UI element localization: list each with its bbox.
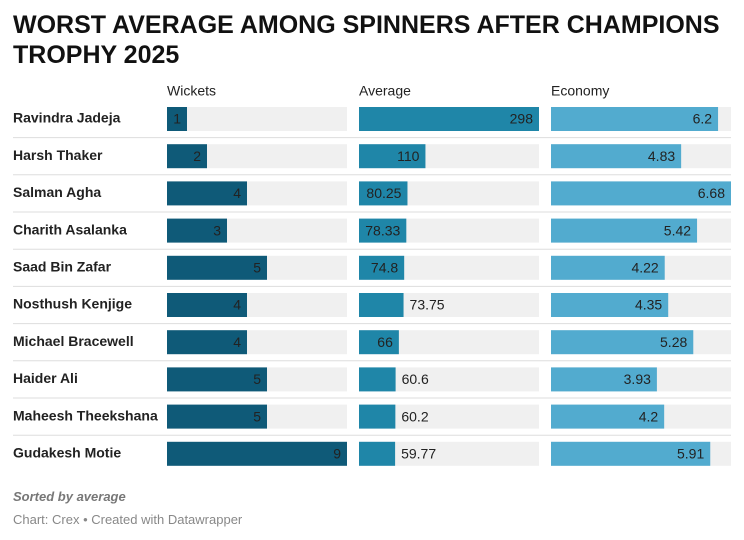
value-label: 5 bbox=[253, 260, 261, 276]
notes: Sorted by average bbox=[13, 489, 126, 504]
bar bbox=[167, 441, 347, 466]
bar bbox=[551, 107, 719, 131]
bar bbox=[551, 218, 698, 243]
bar bbox=[551, 441, 711, 466]
bar bbox=[167, 367, 267, 392]
value-label: 3.93 bbox=[624, 371, 651, 387]
row-label: Michael Bracewell bbox=[13, 333, 134, 349]
value-label: 9 bbox=[333, 446, 341, 462]
row-label: Salman Agha bbox=[13, 184, 101, 200]
bar bbox=[359, 144, 426, 169]
column-header: Average bbox=[359, 83, 411, 99]
bar bbox=[167, 107, 187, 131]
bar bbox=[551, 404, 665, 429]
value-label: 5.91 bbox=[677, 446, 704, 462]
value-label: 1 bbox=[173, 111, 181, 127]
bar bbox=[551, 144, 682, 169]
value-label: 6.68 bbox=[698, 185, 725, 201]
footer: Chart: Crex • Created with Datawrapper bbox=[13, 512, 243, 527]
value-label: 73.75 bbox=[410, 297, 445, 313]
bar bbox=[167, 218, 227, 243]
value-label: 4.35 bbox=[635, 297, 662, 313]
bar bbox=[551, 367, 657, 392]
bar bbox=[359, 293, 404, 317]
value-label: 4.2 bbox=[639, 408, 659, 424]
row-label: Nosthush Kenjige bbox=[13, 296, 132, 312]
bar bbox=[359, 181, 408, 206]
value-label: 4.22 bbox=[631, 260, 658, 276]
bar-track bbox=[167, 107, 347, 131]
column-header: Economy bbox=[551, 83, 609, 99]
value-label: 4 bbox=[233, 297, 241, 313]
bar bbox=[167, 181, 247, 206]
bar bbox=[359, 404, 396, 429]
bar bbox=[359, 218, 407, 243]
bar bbox=[551, 181, 731, 206]
bar bbox=[167, 404, 267, 429]
value-label: 78.33 bbox=[365, 222, 400, 238]
row-label: Gudakesh Motie bbox=[13, 445, 121, 461]
value-label: 5.42 bbox=[664, 222, 691, 238]
bar bbox=[359, 441, 396, 466]
bar bbox=[359, 367, 396, 392]
row-label: Maheesh Theekshana bbox=[13, 407, 158, 423]
bar bbox=[167, 330, 247, 355]
bar bbox=[167, 255, 267, 280]
bar bbox=[359, 330, 399, 355]
bar bbox=[551, 255, 665, 280]
value-label: 298 bbox=[510, 111, 534, 127]
value-label: 3 bbox=[213, 222, 221, 238]
value-label: 2 bbox=[193, 148, 201, 164]
value-label: 60.6 bbox=[402, 371, 429, 387]
value-label: 5 bbox=[253, 408, 261, 424]
value-label: 4 bbox=[233, 334, 241, 350]
bar bbox=[167, 293, 247, 317]
bar bbox=[551, 293, 669, 317]
bar bbox=[359, 107, 539, 131]
value-label: 5.28 bbox=[660, 334, 687, 350]
chart-title: WORST AVERAGE AMONG SPINNERS AFTER CHAMP… bbox=[13, 11, 720, 69]
row-label: Harsh Thaker bbox=[13, 147, 103, 163]
bar bbox=[167, 144, 207, 169]
value-label: 66 bbox=[377, 334, 393, 350]
bar bbox=[551, 330, 694, 355]
row-label: Haider Ali bbox=[13, 370, 78, 386]
row-label: Ravindra Jadeja bbox=[13, 110, 121, 126]
value-label: 4 bbox=[233, 185, 241, 201]
value-label: 80.25 bbox=[366, 185, 401, 201]
row-label: Charith Asalanka bbox=[13, 221, 127, 237]
column-header: Wickets bbox=[167, 83, 216, 99]
value-label: 110 bbox=[397, 148, 420, 164]
chart: Ravindra Jadeja Harsh Thaker Salman Agha Ch… bbox=[13, 83, 731, 466]
value-label: 6.2 bbox=[693, 111, 713, 127]
value-label: 4.83 bbox=[648, 148, 675, 164]
value-label: 60.2 bbox=[401, 408, 428, 424]
bar bbox=[359, 255, 405, 280]
row-label: Saad Bin Zafar bbox=[13, 259, 112, 275]
value-label: 59.77 bbox=[401, 446, 436, 462]
value-label: 5 bbox=[253, 371, 261, 387]
value-label: 74.8 bbox=[371, 260, 398, 276]
